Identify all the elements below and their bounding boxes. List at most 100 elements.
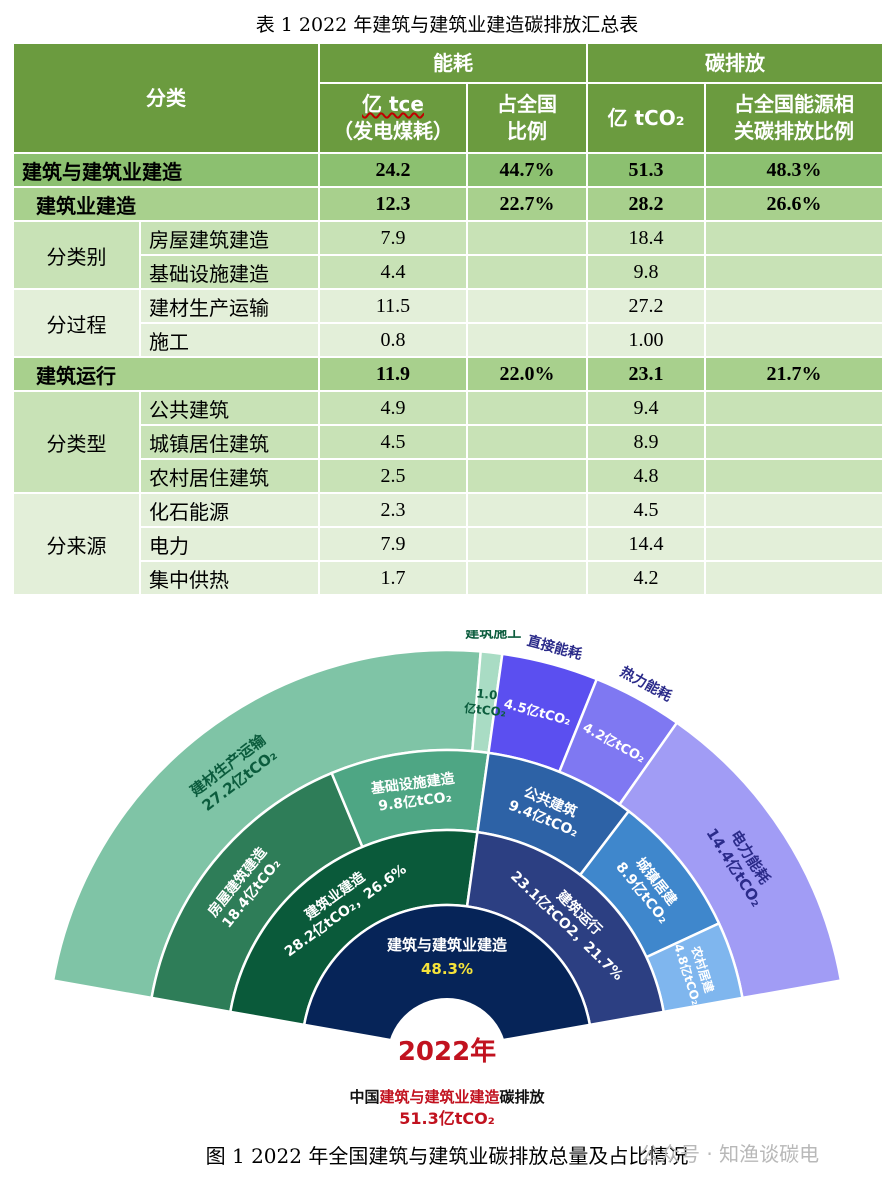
row-label: 施工: [139, 322, 320, 358]
cell-carbon: 1.00: [586, 322, 706, 358]
cell-carbon: 9.8: [586, 254, 706, 290]
cell-energy: 4.9: [318, 390, 468, 426]
bottom-label-suffix: 碳排放: [500, 1088, 546, 1106]
cell-carbon: 28.2: [586, 186, 706, 222]
cell-empty: [466, 288, 588, 324]
cell-carbon: 4.5: [586, 492, 706, 528]
cell-empty: [704, 390, 884, 426]
center-subtitle: 建筑与建筑业建造: [387, 936, 507, 954]
cell-empty: [704, 288, 884, 324]
cell-energy: 12.3: [318, 186, 468, 222]
cell-empty: [704, 322, 884, 358]
cell-energy: 4.5: [318, 424, 468, 460]
table-row: 分类型 公共建筑 4.9 9.4: [12, 390, 884, 494]
group-label: 分类别: [12, 220, 141, 290]
outer-ring-label-line: 亿tCO₂: [463, 700, 506, 720]
cell-empty: [704, 492, 884, 528]
cell-empty: [466, 220, 588, 256]
cell-energy: 0.8: [318, 322, 468, 358]
cell-energy: 24.2: [318, 152, 468, 188]
cell-energy: 7.9: [318, 526, 468, 562]
header-energy-unit: 亿 tce （发电煤耗）: [318, 82, 468, 154]
carbon-share-line2: 关碳排放比例: [734, 119, 854, 143]
cell-carbon: 27.2: [586, 288, 706, 324]
row-label: 建筑与建筑业建造: [12, 152, 320, 188]
cell-energy: 2.3: [318, 492, 468, 528]
cell-empty: [704, 560, 884, 596]
table-row: 分过程 建材生产运输 11.5 27.2: [12, 288, 884, 358]
table-row: 施工 0.8 1.00: [13, 322, 884, 358]
cell-energy: 4.4: [318, 254, 468, 290]
row-label: 电力: [139, 526, 320, 562]
cell-empty: [704, 526, 884, 562]
header-energy: 能耗: [318, 42, 588, 84]
cell-empty: [466, 424, 588, 460]
table-row: 集中供热 1.7 4.2: [13, 560, 884, 596]
energy-share-line2: 比例: [507, 119, 547, 143]
cell-energy: 11.5: [318, 288, 468, 324]
cell-energy-share: 22.0%: [466, 356, 588, 392]
table-row: 农村居住建筑 2.5 4.8: [13, 458, 884, 494]
row-label: 公共建筑: [139, 390, 320, 426]
outer-ring-name-1: 建筑施工: [465, 630, 521, 642]
cell-energy-share: 22.7%: [466, 186, 588, 222]
header-category: 分类: [12, 42, 320, 154]
center-year-circle: [387, 998, 507, 1118]
chart-total: 51.3亿tCO₂: [399, 1109, 494, 1128]
cell-energy: 7.9: [318, 220, 468, 256]
cell-carbon: 18.4: [586, 220, 706, 256]
energy-share-line1: 占全国: [497, 92, 557, 116]
carbon-summary-table: 分类 能耗 碳排放 亿 tce （发电煤耗） 占全国 比例 亿 tCO₂ 占全国…: [12, 42, 884, 596]
table-row-total: 建筑与建筑业建造 24.2 44.7% 51.3 48.3%: [12, 152, 884, 188]
header-carbon: 碳排放: [586, 42, 884, 84]
watermark: 公众号 · 知渔谈碳电: [640, 1142, 820, 1166]
cell-empty: [704, 424, 884, 460]
center-disc: [302, 903, 592, 1052]
row-label: 基础设施建造: [139, 254, 320, 290]
row-label: 化石能源: [139, 492, 320, 528]
header-carbon-unit: 亿 tCO₂: [586, 82, 706, 154]
cell-energy: 1.7: [318, 560, 468, 596]
header-carbon-share: 占全国能源相 关碳排放比例: [704, 82, 884, 154]
cell-carbon-share: 21.7%: [704, 356, 884, 392]
table-row: 分类别 房屋建筑建造 7.9 18.4: [12, 220, 884, 290]
cell-empty: [466, 560, 588, 596]
row-label: 城镇居住建筑: [139, 424, 320, 460]
cell-empty: [704, 458, 884, 494]
row-label: 建材生产运输: [139, 288, 320, 324]
table-row: 基础设施建造 4.4 9.8: [13, 254, 884, 290]
cell-carbon: 8.9: [586, 424, 706, 460]
group-label: 分来源: [12, 492, 141, 596]
group-label: 分类型: [12, 390, 141, 494]
cell-carbon-share: 26.6%: [704, 186, 884, 222]
energy-unit-line2: （发电煤耗）: [333, 119, 453, 143]
cell-carbon: 4.2: [586, 560, 706, 596]
cell-energy: 2.5: [318, 458, 468, 494]
outer-ring-label-line: 1.0: [475, 686, 498, 702]
figure-caption: 图 1 2022 年全国建筑与建筑业碳排放总量及占比情况: [205, 1144, 689, 1168]
center-share: 48.3%: [421, 960, 473, 978]
table-row-construction: 建筑业建造 12.3 22.7% 28.2 26.6%: [12, 186, 884, 222]
cell-carbon: 23.1: [586, 356, 706, 392]
group-label: 分过程: [12, 288, 141, 358]
row-label: 房屋建筑建造: [139, 220, 320, 256]
row-label: 农村居住建筑: [139, 458, 320, 494]
bottom-label-prefix: 中国: [349, 1088, 379, 1106]
cell-empty: [466, 390, 588, 426]
cell-empty: [466, 526, 588, 562]
energy-unit-line1: 亿 tce: [362, 92, 424, 116]
chart-bottom-label: 中国建筑与建筑业建造碳排放: [349, 1088, 545, 1106]
table-row-operation: 建筑运行 11.9 22.0% 23.1 21.7%: [12, 356, 884, 392]
cell-energy-share: 44.7%: [466, 152, 588, 188]
table-row: 城镇居住建筑 4.5 8.9: [13, 424, 884, 460]
cell-carbon: 51.3: [586, 152, 706, 188]
cell-carbon-share: 48.3%: [704, 152, 884, 188]
cell-empty: [466, 254, 588, 290]
row-label: 集中供热: [139, 560, 320, 596]
cell-empty: [466, 492, 588, 528]
carbon-share-line1: 占全国能源相: [734, 92, 854, 116]
cell-carbon: 4.8: [586, 458, 706, 494]
table-caption: 表 1 2022 年建筑与建筑业建造碳排放汇总表: [255, 14, 639, 36]
